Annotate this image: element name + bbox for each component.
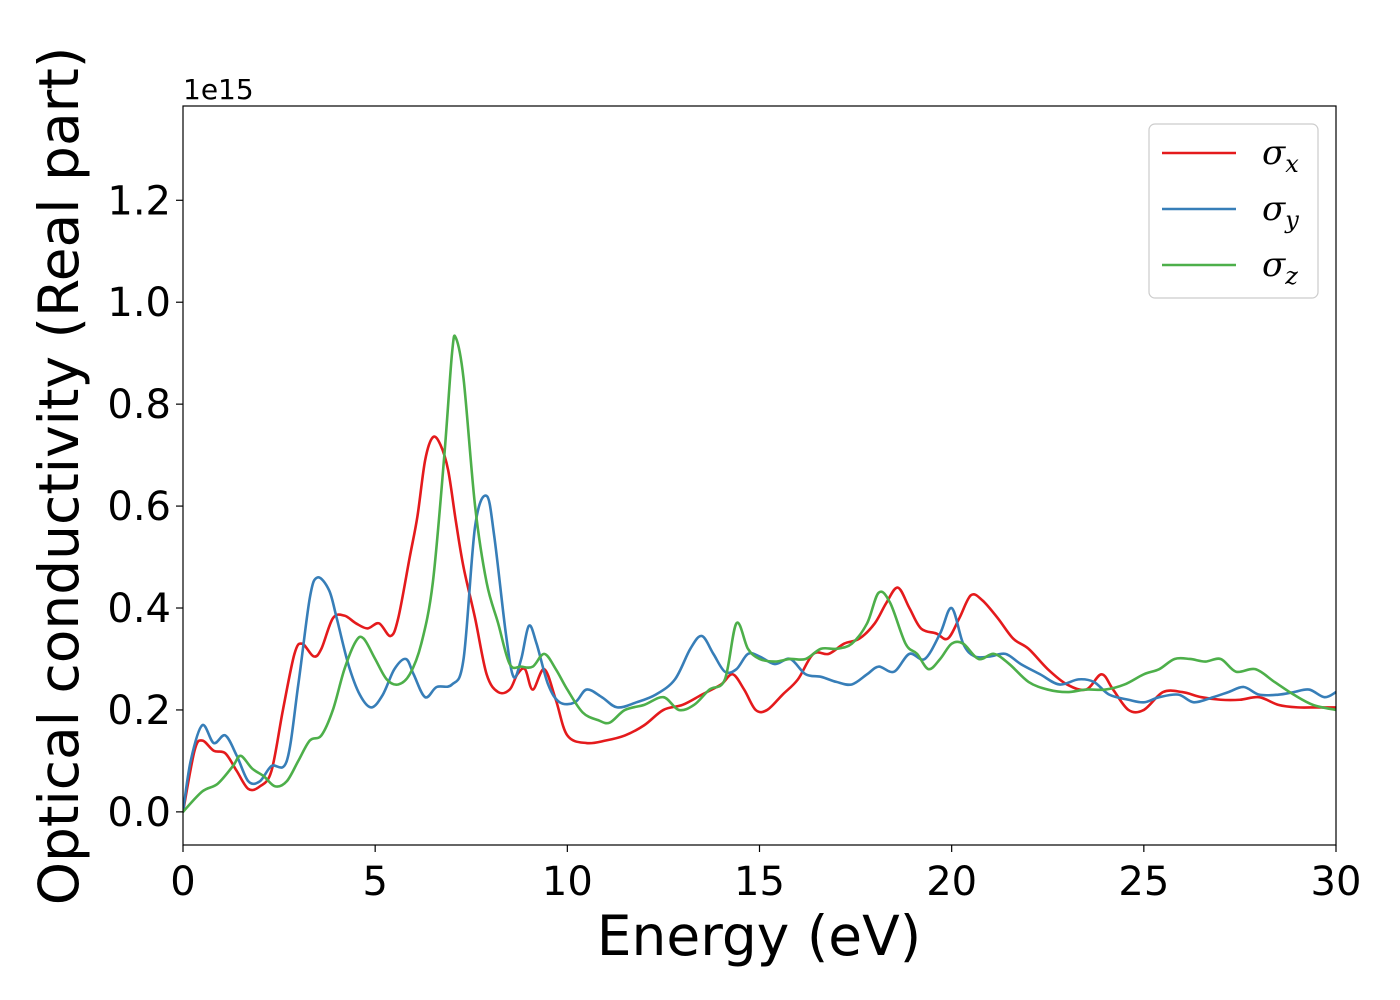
legend-label-x: σx bbox=[1262, 133, 1299, 178]
y-tick-label: 1.2 bbox=[107, 178, 171, 224]
y-tick-label: 1.0 bbox=[107, 280, 171, 326]
x-tick-label: 5 bbox=[362, 859, 387, 905]
y-tick-label: 0.2 bbox=[107, 688, 171, 734]
x-tick-label: 25 bbox=[1118, 859, 1169, 905]
x-tick-label: 0 bbox=[170, 859, 195, 905]
legend-box bbox=[1148, 123, 1319, 299]
y-axis-label: Optical conductivity (Real part) bbox=[27, 47, 91, 906]
x-axis-label: Energy (eV) bbox=[597, 904, 921, 968]
plot-frame bbox=[182, 105, 1337, 846]
x-tick-label: 20 bbox=[926, 859, 977, 905]
plot-area bbox=[183, 106, 1336, 845]
y-tick-label: 0.8 bbox=[107, 382, 171, 428]
y-offset-label: 1e15 bbox=[183, 73, 254, 106]
y-tick-label: 0.0 bbox=[107, 790, 171, 836]
series-line-z bbox=[183, 334, 1336, 814]
y-tick-label: 0.6 bbox=[107, 484, 171, 530]
legend: σx σy σz bbox=[1148, 123, 1319, 299]
x-tick-label: 30 bbox=[1311, 859, 1362, 905]
y-tick-label: 0.4 bbox=[107, 586, 171, 632]
legend-label-z: σz bbox=[1262, 245, 1298, 290]
legend-label-y: σy bbox=[1262, 189, 1299, 234]
x-tick-label: 15 bbox=[734, 859, 785, 905]
series-layer bbox=[183, 334, 1336, 814]
x-tick-label: 10 bbox=[542, 859, 593, 905]
ticks-layer: 0 5 10 15 20 25 30 0.0 0.2 0.4 0.6 0.8 1.0 1.2 bbox=[107, 178, 1361, 905]
series-line-y bbox=[183, 494, 1336, 814]
